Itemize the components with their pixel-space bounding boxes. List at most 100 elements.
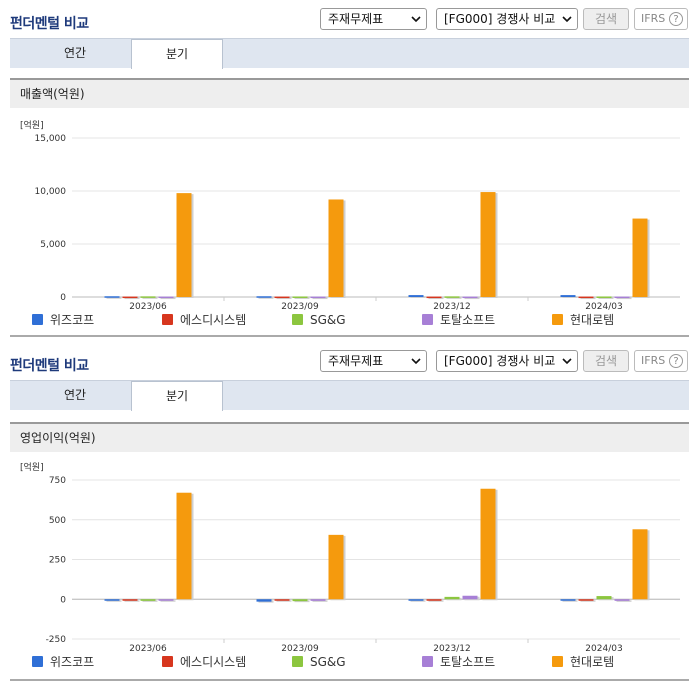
bar[interactable] xyxy=(104,296,120,298)
legend-item[interactable]: 위즈코프 xyxy=(32,654,94,670)
tab-annual[interactable]: 연간 xyxy=(63,388,87,402)
bar[interactable] xyxy=(596,296,612,298)
bar[interactable] xyxy=(578,599,594,601)
legend-item[interactable]: SG&G xyxy=(292,654,346,670)
bar[interactable] xyxy=(158,599,174,601)
legend-item[interactable]: 토탈소프트 xyxy=(422,654,495,670)
bar-shadow xyxy=(562,296,578,298)
y-tick-label: 750 xyxy=(49,476,66,486)
bar[interactable] xyxy=(274,599,290,601)
bar[interactable] xyxy=(614,599,630,601)
section-header: 매출액(억원) xyxy=(10,78,689,108)
x-tick-label: 2023/12 xyxy=(433,644,470,654)
bar[interactable] xyxy=(444,596,460,600)
legend-swatch xyxy=(162,656,173,667)
legend-label: SG&G xyxy=(310,313,346,327)
bar[interactable] xyxy=(104,599,120,601)
comparison-group-select[interactable]: [FG000] 경쟁사 비교 xyxy=(436,350,578,372)
bar[interactable] xyxy=(140,296,156,298)
tab-annual[interactable]: 연간 xyxy=(63,46,87,60)
ifrs-button[interactable]: IFRS ? xyxy=(634,350,688,372)
bar-shadow xyxy=(580,600,596,602)
y-tick-label: 10,000 xyxy=(35,187,67,197)
bar[interactable] xyxy=(158,296,174,299)
bar-shadow xyxy=(106,297,122,299)
bar[interactable] xyxy=(560,599,576,601)
unit-label: [억원] xyxy=(20,119,44,131)
bar[interactable] xyxy=(176,193,192,297)
bar[interactable] xyxy=(122,599,138,601)
section-header: 영업이익(억원) xyxy=(10,422,689,452)
legend-item[interactable]: 에스디시스템 xyxy=(162,654,246,670)
bar[interactable] xyxy=(480,192,496,297)
fundamental-panel-sales: 펀더멘털 비교 주재무제표 [FG000] 경쟁사 비교 검색 IFRS ? 연… xyxy=(0,8,696,338)
legend-item[interactable]: 현대로템 xyxy=(552,654,614,670)
bar[interactable] xyxy=(292,599,308,602)
bar[interactable] xyxy=(596,596,612,600)
bar[interactable] xyxy=(632,218,648,297)
bar-shadow xyxy=(410,600,426,602)
x-tick-label: 2023/06 xyxy=(129,644,167,654)
bar[interactable] xyxy=(310,599,326,601)
bar[interactable] xyxy=(328,199,344,297)
ifrs-label: IFRS xyxy=(641,12,666,25)
bar[interactable] xyxy=(426,296,442,299)
ifrs-button[interactable]: IFRS ? xyxy=(634,8,688,30)
bar[interactable] xyxy=(274,296,290,299)
comparison-group-value: [FG000] 경쟁사 비교 xyxy=(444,354,556,368)
legend-swatch xyxy=(422,656,433,667)
tab-quarterly[interactable]: 분기 xyxy=(131,39,223,69)
bar[interactable] xyxy=(444,296,460,298)
bar[interactable] xyxy=(426,599,442,601)
bar-shadow xyxy=(446,297,462,299)
bar[interactable] xyxy=(292,296,308,298)
legend-item[interactable]: 에스디시스템 xyxy=(162,312,246,328)
bar-shadow xyxy=(124,600,140,602)
legend-label: 위즈코프 xyxy=(50,655,95,669)
help-icon[interactable]: ? xyxy=(669,354,683,368)
bar[interactable] xyxy=(122,296,138,299)
bar[interactable] xyxy=(408,599,424,601)
search-button[interactable]: 검색 xyxy=(583,8,629,30)
bar[interactable] xyxy=(462,595,478,600)
bar[interactable] xyxy=(310,296,326,299)
bar-shadow xyxy=(562,600,578,602)
bar[interactable] xyxy=(560,295,576,297)
legend-swatch xyxy=(552,656,563,667)
statement-type-select[interactable]: 주재무제표 xyxy=(320,8,427,30)
help-icon[interactable]: ? xyxy=(669,12,683,26)
bar[interactable] xyxy=(578,296,594,299)
x-tick-label: 2023/12 xyxy=(433,302,470,312)
bar-shadow xyxy=(294,297,310,299)
bar[interactable] xyxy=(480,488,496,600)
bar-shadow xyxy=(276,600,292,602)
search-button[interactable]: 검색 xyxy=(583,350,629,372)
bar[interactable] xyxy=(256,599,272,602)
tab-quarterly[interactable]: 분기 xyxy=(131,381,223,411)
legend-item[interactable]: 위즈코프 xyxy=(32,312,94,328)
panel-title: 펀더멘털 비교 xyxy=(10,16,89,32)
legend-item[interactable]: SG&G xyxy=(292,312,346,328)
divider xyxy=(10,335,689,337)
legend-item[interactable]: 토탈소프트 xyxy=(422,312,495,328)
comparison-group-select[interactable]: [FG000] 경쟁사 비교 xyxy=(436,8,578,30)
statement-type-select[interactable]: 주재무제표 xyxy=(320,350,427,372)
bar[interactable] xyxy=(256,296,272,298)
bar[interactable] xyxy=(632,529,648,600)
bar-shadow xyxy=(258,297,274,299)
bar[interactable] xyxy=(328,534,344,600)
y-tick-label: 500 xyxy=(49,516,66,526)
bar[interactable] xyxy=(140,599,156,601)
period-tabbar: 연간 분기 xyxy=(10,38,689,69)
bar[interactable] xyxy=(176,492,192,600)
bar-shadow xyxy=(106,600,122,602)
x-tick-label: 2023/06 xyxy=(129,302,167,312)
legend-swatch xyxy=(552,314,563,325)
bar[interactable] xyxy=(462,296,478,299)
bar[interactable] xyxy=(614,296,630,299)
legend-item[interactable]: 현대로템 xyxy=(552,312,614,328)
y-tick-label: 5,000 xyxy=(40,240,66,250)
bar-shadow xyxy=(312,297,328,300)
legend-label: 에스디시스템 xyxy=(180,655,247,669)
bar[interactable] xyxy=(408,295,424,297)
